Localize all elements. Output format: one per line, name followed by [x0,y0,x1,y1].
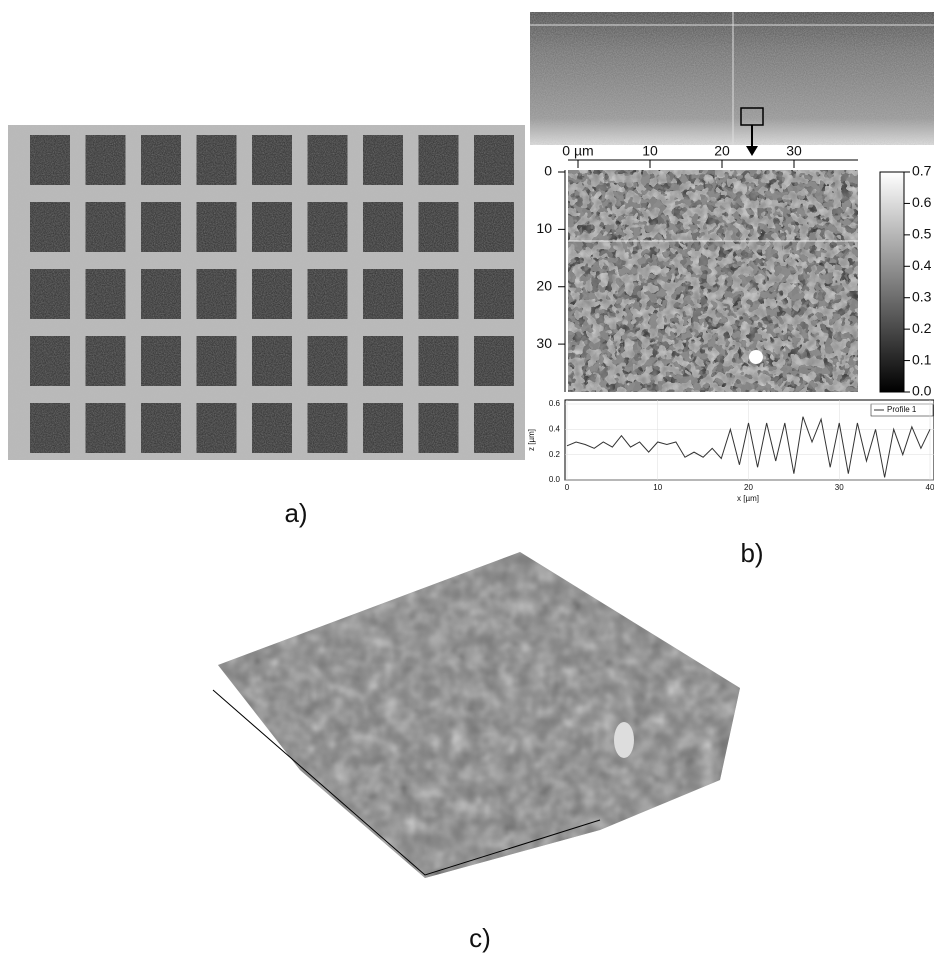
colorbar-label: 0.1 [912,351,932,367]
micrograph-a [8,125,525,460]
y-tick-label: 0.6 [549,399,561,408]
panel-label: c) [469,923,491,953]
colorbar-label: 0.7 [912,163,932,179]
surface-peak [614,722,634,758]
y-tick-label: 0.2 [549,450,561,459]
x-tick-label: 20 [714,143,730,159]
colorbar-scale [880,172,904,392]
map-texture [568,170,858,392]
x-tick-label: 40 [926,483,934,492]
height-map: 0 µm 10 20 30 0 10 20 30 [536,143,858,392]
y-tick-label: 0.0 [549,475,561,484]
y-axis-label: z [µm] [527,429,536,451]
panel-label: b) [740,538,763,568]
colorbar-label: 0.6 [912,194,932,210]
arrow-head [746,146,758,156]
x-tick-label: 30 [786,143,802,159]
colorbar-label: 0.4 [912,257,932,273]
colorbar-label: 0.5 [912,226,932,242]
x-tick-label: 20 [744,483,753,492]
profile-plot: 0 10 20 30 40 0.0 0.2 0.4 0.6 x [µm] z [µm] Profile… [527,399,934,503]
x-tick-label: 30 [835,483,844,492]
bright-spot [749,350,763,364]
surface-3d [210,540,750,890]
y-tick-label: 30 [536,335,552,351]
x-tick-label: 10 [653,483,662,492]
colorbar-label: 0.2 [912,320,932,336]
micrograph-texture [8,125,525,460]
y-tick-label: 20 [536,277,552,293]
legend-label: Profile 1 [887,405,917,414]
y-tick-label: 0.4 [549,424,561,433]
y-tick-label: 0 [544,163,552,179]
panel-label: a) [284,498,307,528]
x-tick-label: 0 [565,483,570,492]
figure: a) 0 µm1020300102030 0.70.60.50.40.30.20… [0,0,934,954]
x-axis-label: x [µm] [737,494,759,503]
y-tick-label: 10 [536,220,552,236]
micrograph-b [530,12,934,156]
colorbar: 0.7 0.6 0.5 0.4 0.3 0.2 0.1 0.0 [880,163,932,399]
surface-texture [210,540,750,890]
colorbar-label: 0.0 [912,383,932,399]
strip-texture [530,12,934,145]
x-tick-label: 0 µm [562,143,593,159]
colorbar-label: 0.3 [912,288,932,304]
x-tick-label: 10 [642,143,658,159]
